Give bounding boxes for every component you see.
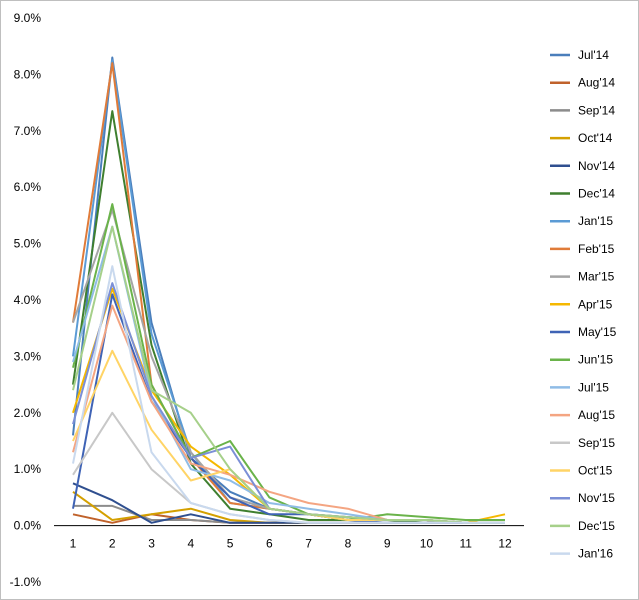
x-tick-label: 4 <box>187 537 194 551</box>
legend-label: Oct'14 <box>578 131 613 145</box>
legend-label: Nov'15 <box>578 491 615 505</box>
series-line-6 <box>72 59 505 524</box>
series-line-17 <box>72 225 505 524</box>
legend-label: Jan'16 <box>578 547 613 561</box>
series-line-0 <box>72 56 505 524</box>
y-tick-label: 1.0% <box>14 462 42 476</box>
legend-label: Aug'14 <box>578 76 615 90</box>
legend-label: Sep'14 <box>578 103 615 117</box>
x-tick-label: 8 <box>345 537 352 551</box>
x-axis: 1 2 3 4 5 6 7 8 9 10 11 12 <box>54 525 524 551</box>
x-tick-label: 7 <box>305 537 312 551</box>
legend-label: Dec'14 <box>578 187 615 201</box>
x-tick-label: 11 <box>459 537 472 551</box>
y-tick-label: 5.0% <box>14 237 42 251</box>
y-axis-ticks: -1.0% 0.0% 1.0% 2.0% 3.0% 4.0% 5.0% 6.0% 7.0% 8.0… <box>10 11 42 589</box>
y-tick-label: 7.0% <box>14 124 42 138</box>
x-tick-label: 2 <box>109 537 116 551</box>
x-tick-label: 9 <box>384 537 391 551</box>
y-tick-label: 0.0% <box>14 519 42 533</box>
x-tick-label: 1 <box>70 537 77 551</box>
y-tick-label: 9.0% <box>14 11 42 25</box>
series-line-18 <box>72 265 505 524</box>
legend-label: Jun'15 <box>578 353 613 367</box>
series-line-10 <box>72 293 505 524</box>
legend-label: Jul'15 <box>578 380 609 394</box>
legend-label: Aug'15 <box>578 408 615 422</box>
legend-label: Apr'15 <box>578 297 613 311</box>
legend-label: Jul'14 <box>578 48 609 62</box>
legend-label: Dec'15 <box>578 519 615 533</box>
y-tick-label: 4.0% <box>14 293 42 307</box>
legend-label: Feb'15 <box>578 242 615 256</box>
y-tick-label: 3.0% <box>14 349 42 363</box>
x-tick-label: 6 <box>266 537 273 551</box>
y-tick-label: 2.0% <box>14 406 42 420</box>
x-tick-label: 10 <box>420 537 434 551</box>
legend-label: Mar'15 <box>578 270 615 284</box>
y-tick-label: 6.0% <box>14 180 42 194</box>
series-line-7 <box>72 62 505 524</box>
x-tick-label: 5 <box>227 537 234 551</box>
legend-label: Nov'14 <box>578 159 615 173</box>
legend-label: Jan'15 <box>578 214 613 228</box>
series-lines <box>72 56 506 524</box>
legend-label: Sep'15 <box>578 436 615 450</box>
legend-label: Oct'15 <box>578 464 613 478</box>
x-tick-label: 12 <box>498 537 512 551</box>
x-tick-label: 3 <box>148 537 155 551</box>
y-tick-label: 8.0% <box>14 67 42 81</box>
y-tick-label: -1.0% <box>10 575 42 589</box>
legend-label: May'15 <box>578 325 617 339</box>
legend: Jul'14 Aug'14 Sep'14 Oct'14 Nov'14 Dec'14 Jan'… <box>550 48 617 561</box>
